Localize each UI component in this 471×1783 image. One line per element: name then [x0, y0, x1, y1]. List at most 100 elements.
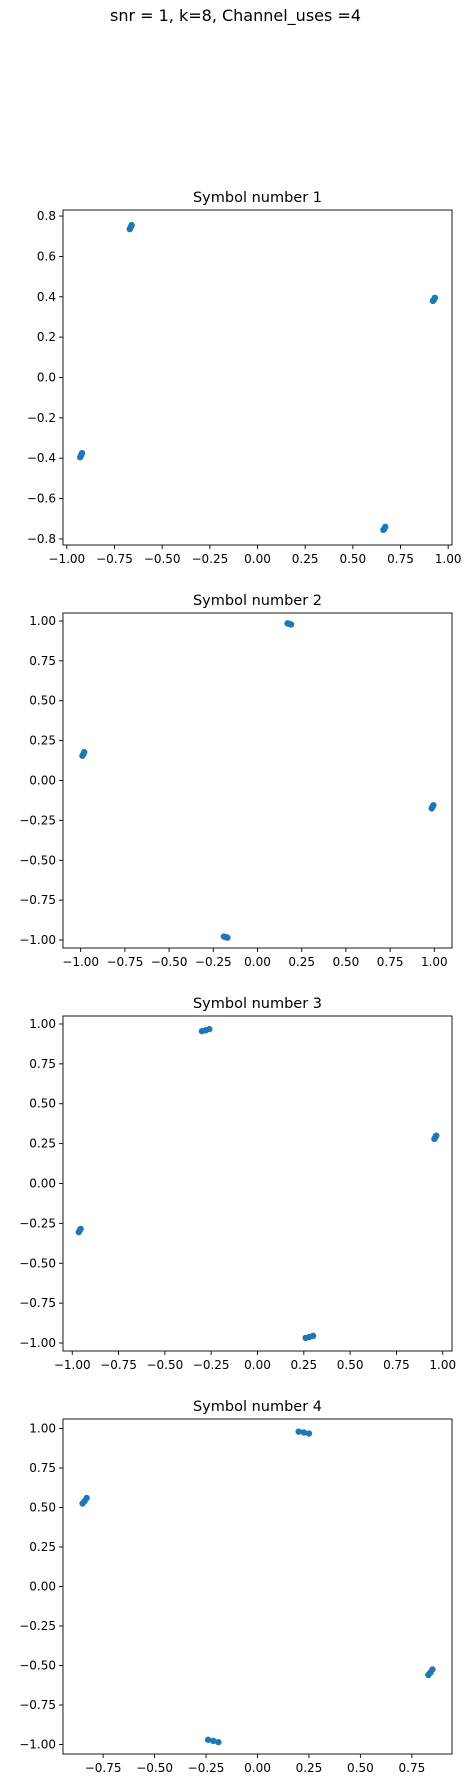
subplot-title: Symbol number 3 — [193, 996, 322, 1012]
data-point — [204, 1736, 212, 1743]
x-tick-label: 0.00 — [244, 1761, 271, 1775]
y-tick-label: 0.50 — [29, 1097, 56, 1111]
data-point — [305, 1430, 313, 1437]
data-point — [382, 523, 389, 531]
x-tick-label: 0.00 — [244, 1358, 271, 1372]
y-tick-label: 0.00 — [29, 1580, 56, 1594]
y-tick-label: −0.25 — [19, 1619, 56, 1633]
subplot-title: Symbol number 1 — [193, 190, 322, 206]
y-tick-label: −0.75 — [19, 1296, 56, 1310]
y-tick-label: 0.00 — [29, 1177, 56, 1191]
x-tick-label: −0.50 — [144, 552, 181, 566]
x-tick-label: 0.25 — [296, 1761, 323, 1775]
x-tick-label: −0.25 — [195, 955, 232, 969]
y-tick-label: 0.00 — [29, 774, 56, 788]
data-point — [224, 934, 231, 941]
data-point — [287, 621, 295, 628]
plot-frame — [62, 1015, 453, 1352]
y-tick-label: 0.4 — [37, 290, 56, 304]
subplot-title: Symbol number 2 — [193, 593, 322, 609]
y-tick-label: 1.00 — [29, 1421, 56, 1435]
y-tick-label: 0.75 — [29, 1461, 56, 1475]
x-tick-label: 0.25 — [290, 1358, 317, 1372]
figure-title: snr = 1, k=8, Channel_uses =4 — [109, 6, 362, 25]
x-tick-label: 1.00 — [429, 1358, 456, 1372]
y-tick-label: −1.00 — [19, 933, 56, 947]
data-point — [433, 1132, 440, 1139]
y-tick-label: −0.4 — [27, 451, 56, 465]
data-point — [77, 1225, 84, 1233]
subplot-title: Symbol number 4 — [193, 1399, 322, 1415]
y-tick-label: 0.0 — [37, 371, 56, 385]
y-tick-label: −0.6 — [27, 492, 56, 506]
data-point — [429, 1666, 436, 1673]
y-tick-label: −0.25 — [19, 813, 56, 827]
y-tick-label: −0.2 — [27, 411, 56, 425]
y-tick-label: −0.25 — [19, 1216, 56, 1230]
y-tick-label: 1.00 — [29, 1017, 56, 1031]
plot-frame — [62, 1418, 453, 1755]
x-tick-label: 1.00 — [435, 552, 462, 566]
data-point — [83, 1494, 90, 1502]
data-point — [206, 1025, 213, 1033]
data-point — [215, 1738, 222, 1746]
x-tick-label: 0.50 — [333, 955, 360, 969]
x-tick-label: 0.50 — [337, 1358, 364, 1372]
x-tick-label: 0.75 — [399, 1761, 426, 1775]
data-point — [430, 802, 437, 809]
y-tick-label: −0.50 — [19, 1256, 56, 1270]
y-tick-label: −1.00 — [19, 1738, 56, 1752]
plot-frame — [62, 612, 453, 949]
x-tick-label: 0.75 — [377, 955, 404, 969]
y-tick-label: 0.50 — [29, 1500, 56, 1514]
y-tick-label: −1.00 — [19, 1336, 56, 1350]
x-tick-label: 0.50 — [339, 552, 366, 566]
y-tick-label: −0.75 — [19, 1698, 56, 1712]
x-tick-label: −0.75 — [96, 552, 133, 566]
data-point — [81, 748, 88, 756]
x-tick-label: 0.75 — [387, 552, 414, 566]
data-point — [431, 294, 439, 301]
y-tick-label: 0.75 — [29, 654, 56, 668]
y-tick-label: 0.25 — [29, 734, 56, 748]
x-tick-label: −0.50 — [146, 1358, 183, 1372]
y-tick-label: −0.50 — [19, 1659, 56, 1673]
plot-frame — [62, 209, 453, 546]
subplot-1: Symbol number 1 −1.00 −0.75 −0.50 −0.25 0.00 0… — [27, 190, 462, 566]
x-tick-label: 1.00 — [421, 955, 448, 969]
data-point — [309, 1332, 317, 1340]
x-tick-label: −0.50 — [151, 955, 188, 969]
y-tick-label: 0.50 — [29, 694, 56, 708]
y-tick-label: −0.50 — [19, 853, 56, 867]
x-tick-label: −0.75 — [100, 1358, 137, 1372]
x-tick-label: 0.25 — [288, 955, 315, 969]
data-point — [128, 221, 135, 229]
y-tick-label: 0.75 — [29, 1057, 56, 1071]
subplot-3: Symbol number 3 −1.00 −0.75 −0.50 −0.25 0.00 0… — [19, 996, 456, 1372]
x-tick-label: 0.00 — [244, 955, 271, 969]
x-tick-label: −0.50 — [136, 1761, 173, 1775]
x-tick-label: −1.00 — [54, 1358, 91, 1372]
y-tick-label: −0.75 — [19, 893, 56, 907]
x-tick-label: 0.25 — [292, 552, 319, 566]
x-tick-label: 0.75 — [383, 1358, 410, 1372]
x-tick-label: −0.75 — [85, 1761, 122, 1775]
data-point — [300, 1429, 308, 1436]
y-tick-label: 0.6 — [37, 249, 56, 263]
y-tick-label: 0.25 — [29, 1137, 56, 1151]
y-tick-label: 0.2 — [37, 330, 56, 344]
subplot-4: Symbol number 4 −0.75 −0.50 −0.25 0.00 0.25 0.… — [19, 1399, 453, 1775]
x-tick-label: −0.25 — [193, 1358, 230, 1372]
x-tick-label: −0.75 — [106, 955, 143, 969]
x-tick-label: −0.25 — [188, 1761, 225, 1775]
data-point — [295, 1428, 302, 1435]
x-tick-label: −0.25 — [191, 552, 228, 566]
data-point — [78, 449, 86, 457]
y-tick-label: 0.25 — [29, 1540, 56, 1554]
data-point — [210, 1737, 217, 1745]
x-tick-label: 0.00 — [244, 552, 271, 566]
x-tick-label: −1.00 — [48, 552, 85, 566]
x-tick-label: 0.50 — [347, 1761, 374, 1775]
subplot-2: Symbol number 2 −1.00 −0.75 −0.50 −0.25 0.00 0… — [19, 593, 453, 969]
